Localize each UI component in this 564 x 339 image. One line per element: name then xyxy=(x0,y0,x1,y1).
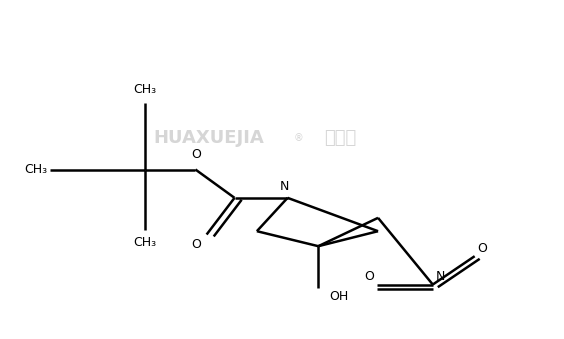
Text: CH₃: CH₃ xyxy=(134,236,157,249)
Text: O: O xyxy=(364,270,374,283)
Text: N: N xyxy=(280,180,289,193)
Text: CH₃: CH₃ xyxy=(24,163,47,176)
Text: ®: ® xyxy=(293,133,303,143)
Text: N: N xyxy=(435,270,445,283)
Text: OH: OH xyxy=(329,290,349,302)
Text: O: O xyxy=(192,148,201,161)
Text: O: O xyxy=(478,241,487,255)
Text: HUAXUEJIA: HUAXUEJIA xyxy=(153,129,265,147)
Text: O: O xyxy=(191,238,201,251)
Text: CH₃: CH₃ xyxy=(134,83,157,96)
Text: 化学加: 化学加 xyxy=(324,129,356,147)
